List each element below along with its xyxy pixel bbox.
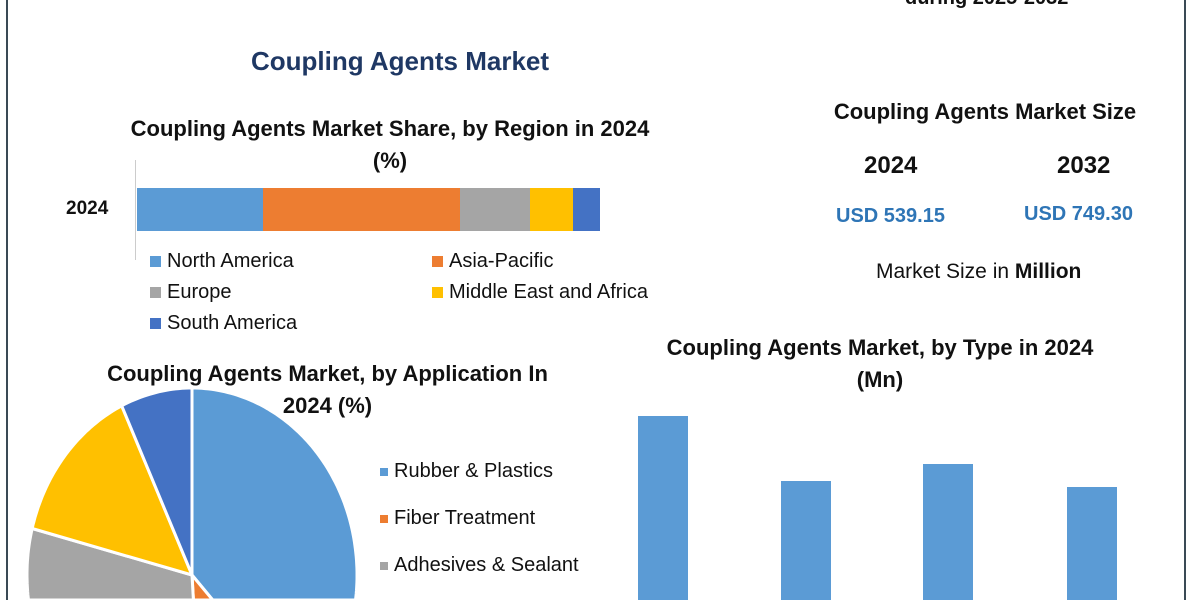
legend-swatch bbox=[150, 256, 161, 267]
year-2024: 2024 bbox=[864, 152, 918, 179]
region-segment bbox=[573, 188, 600, 231]
year-2032: 2032 bbox=[1057, 152, 1111, 179]
right-border bbox=[1184, 0, 1186, 600]
region-segment bbox=[262, 188, 460, 231]
region-category-label: 2024 bbox=[66, 198, 109, 219]
region-segment bbox=[459, 188, 530, 231]
legend-label: Fiber Treatment bbox=[394, 507, 536, 529]
legend-swatch bbox=[380, 514, 388, 523]
legend-fiber-treatment: Fiber Treatment bbox=[380, 507, 535, 530]
legend-label: North America bbox=[167, 250, 294, 272]
legend-swatch bbox=[150, 318, 161, 329]
market-size-title: Coupling Agents Market Size bbox=[833, 99, 1137, 124]
legend-north-america: North America bbox=[150, 250, 294, 273]
unit-bold: Million bbox=[1014, 260, 1082, 283]
legend-label: Europe bbox=[167, 281, 232, 303]
pie-slice bbox=[190, 386, 359, 600]
legend-south-america: South America bbox=[150, 312, 297, 335]
region-axis bbox=[135, 160, 136, 260]
legend-swatch bbox=[380, 561, 388, 570]
forecast-period-text: during 2025-2032 bbox=[905, 0, 1068, 10]
legend-label: Asia-Pacific bbox=[449, 250, 554, 272]
region-chart-title: Coupling Agents Market Share, by Region … bbox=[130, 116, 650, 173]
page-title: Coupling Agents Market bbox=[250, 46, 550, 76]
type-chart-title: Coupling Agents Market, by Type in 2024 … bbox=[666, 335, 1094, 392]
legend-swatch bbox=[380, 467, 388, 476]
legend-asia-pacific: Asia-Pacific bbox=[432, 250, 553, 273]
legend-label: Middle East and Africa bbox=[449, 281, 648, 303]
legend-label: South America bbox=[167, 312, 298, 334]
legend-rubber-plastics: Rubber & Plastics bbox=[380, 460, 553, 483]
legend-swatch bbox=[432, 287, 443, 298]
region-stacked-bar bbox=[137, 188, 600, 231]
legend-label: Adhesives & Sealant bbox=[394, 554, 579, 576]
pie-slice bbox=[30, 404, 194, 577]
unit-prefix: Market Size in bbox=[876, 260, 1015, 283]
pie-slice bbox=[120, 386, 194, 577]
legend-label: Rubber & Plastics bbox=[394, 460, 553, 482]
region-segment bbox=[137, 188, 263, 231]
pie-slice bbox=[25, 527, 195, 600]
left-border bbox=[6, 0, 8, 600]
region-segment bbox=[529, 188, 574, 231]
legend-mea: Middle East and Africa bbox=[432, 281, 648, 304]
market-size-unit: Market Size in Million bbox=[876, 260, 1081, 284]
type-bar bbox=[923, 464, 973, 600]
type-bar bbox=[1067, 487, 1117, 600]
legend-swatch bbox=[150, 287, 161, 298]
legend-europe: Europe bbox=[150, 281, 232, 304]
value-2032: USD 749.30 bbox=[1024, 203, 1133, 225]
legend-adhesives-sealant: Adhesives & Sealant bbox=[380, 554, 579, 577]
legend-swatch bbox=[432, 256, 443, 267]
type-bar bbox=[638, 416, 688, 600]
application-chart-title: Coupling Agents Market, by Application I… bbox=[107, 361, 548, 418]
type-bar bbox=[781, 481, 831, 600]
value-2024: USD 539.15 bbox=[836, 205, 945, 227]
